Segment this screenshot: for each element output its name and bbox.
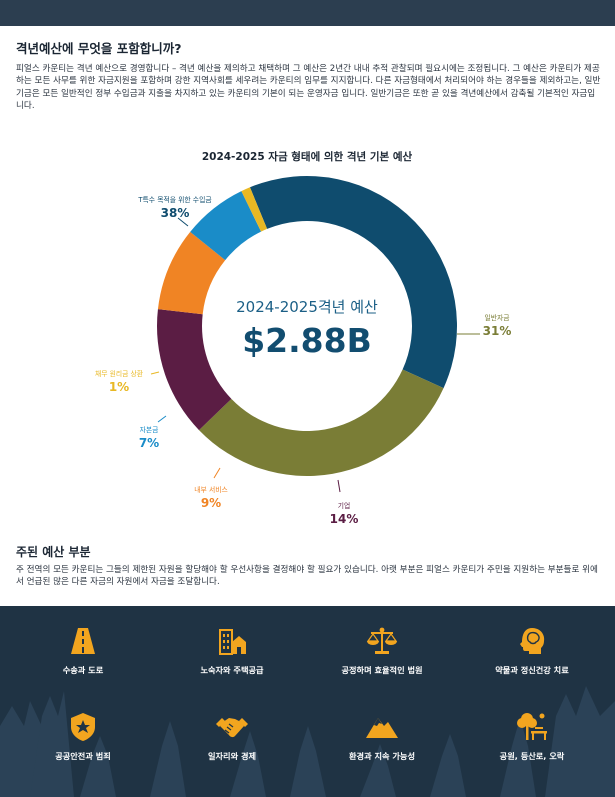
slice-label-1: 일반자금 [484, 313, 509, 322]
top-banner [0, 0, 615, 26]
priority-label-parks: 공원, 등산로, 오락 [499, 751, 565, 761]
priority-item-environment[interactable]: 환경과 지속 가능성 [307, 712, 457, 762]
priority-label-mental-health: 약물과 정신건강 치료 [495, 665, 569, 675]
priority-item-parks[interactable]: 공원, 등산로, 오락 [457, 712, 607, 762]
priority-item-housing[interactable]: 노숙자와 주택공급 [157, 626, 307, 676]
slice-leader-line-5 [150, 371, 160, 375]
housing-icon [219, 629, 246, 655]
forest-silhouette [0, 686, 615, 797]
park-icon [517, 713, 547, 740]
budget-areas-section: 주된 예산 부분 주 전역의 모든 카운티는 그들의 제한된 자원을 할당해야 … [16, 543, 601, 589]
intro-paragraph: 피얼스 카운티는 격년 예산으로 경영합니다 – 격년 예산을 제의하고 채택하… [16, 64, 601, 112]
slice-leader-line-0 [177, 217, 189, 227]
priority-label-environment: 환경과 지속 가능성 [349, 751, 415, 761]
budget-donut-chart: 2024-2025 자금 형태에 의한 격년 기본 예산 T특수 목적을 위한 … [0, 140, 615, 540]
slice-label-4: 자본금 [140, 425, 159, 434]
intro-title: 격년예산에 무엇을 포함합니까? [16, 41, 182, 56]
priority-label-housing: 노숙자와 주택공급 [200, 665, 264, 675]
priority-item-jobs[interactable]: 일자리와 경제 [157, 712, 307, 762]
road-icon [71, 628, 95, 654]
priority-label-jobs: 일자리와 경제 [207, 751, 257, 761]
slice-value-0: 38% [161, 206, 190, 220]
handshake-icon [216, 718, 248, 738]
slice-value-1: 31% [483, 324, 512, 338]
donut-slice-3 [157, 231, 226, 315]
priority-item-transport[interactable]: 수송과 도로 [8, 626, 158, 676]
slice-leader-line-2 [337, 479, 341, 493]
priority-areas-footer: 수송과 도로 노숙자와 주택공급 [0, 606, 615, 797]
badge-icon [71, 713, 95, 741]
donut-slice-1 [199, 369, 444, 476]
donut-slice-4 [190, 191, 262, 261]
scales-icon [366, 627, 398, 654]
priority-item-courts[interactable]: 공정하며 효율적인 법원 [307, 626, 457, 676]
slice-label-0: T특수 목적을 위한 수입금 [137, 195, 211, 204]
slice-label-3: 내부 서비스 [194, 485, 227, 494]
chart-center-label: 2024-2025격년 예산 [236, 298, 378, 316]
chart-center-value: $2.88B [242, 321, 372, 360]
mountain-icon [366, 718, 398, 738]
slice-leader-line-3 [213, 467, 221, 479]
priority-label-transport: 수송과 도로 [62, 665, 104, 675]
slice-value-4: 7% [139, 436, 159, 450]
slice-leader-line-4 [157, 415, 167, 423]
priority-label-public-safety: 공공안전과 범죄 [55, 751, 111, 761]
priority-item-mental-health[interactable]: 약물과 정신건강 치료 [457, 626, 607, 676]
priority-item-public-safety[interactable]: 공공안전과 범죄 [8, 712, 158, 762]
slice-label-5: 채무 원리금 상환 [95, 369, 143, 378]
donut-slice-5 [241, 187, 268, 232]
mental-health-icon [520, 628, 545, 654]
slice-value-2: 14% [330, 512, 359, 526]
chart-title: 2024-2025 자금 형태에 의한 격년 기본 예산 [202, 150, 413, 163]
slice-value-3: 9% [201, 496, 221, 510]
donut-slice-2 [157, 309, 232, 431]
budget-areas-title: 주된 예산 부분 [16, 545, 91, 559]
intro-section: 격년예산에 무엇을 포함합니까? 피얼스 카운티는 격년 예산으로 경영합니다 … [16, 38, 601, 113]
budget-areas-paragraph: 주 전역의 모든 카운티는 그들의 제한된 자원을 할당해야 할 우선사항을 결… [16, 565, 598, 588]
donut-svg: 2024-2025 자금 형태에 의한 격년 기본 예산 T특수 목적을 위한 … [95, 150, 512, 526]
priority-label-courts: 공정하며 효율적인 법원 [341, 665, 423, 675]
donut-slice-0 [249, 176, 457, 389]
slice-value-5: 1% [109, 380, 129, 394]
slice-label-2: 기업 [338, 501, 351, 510]
